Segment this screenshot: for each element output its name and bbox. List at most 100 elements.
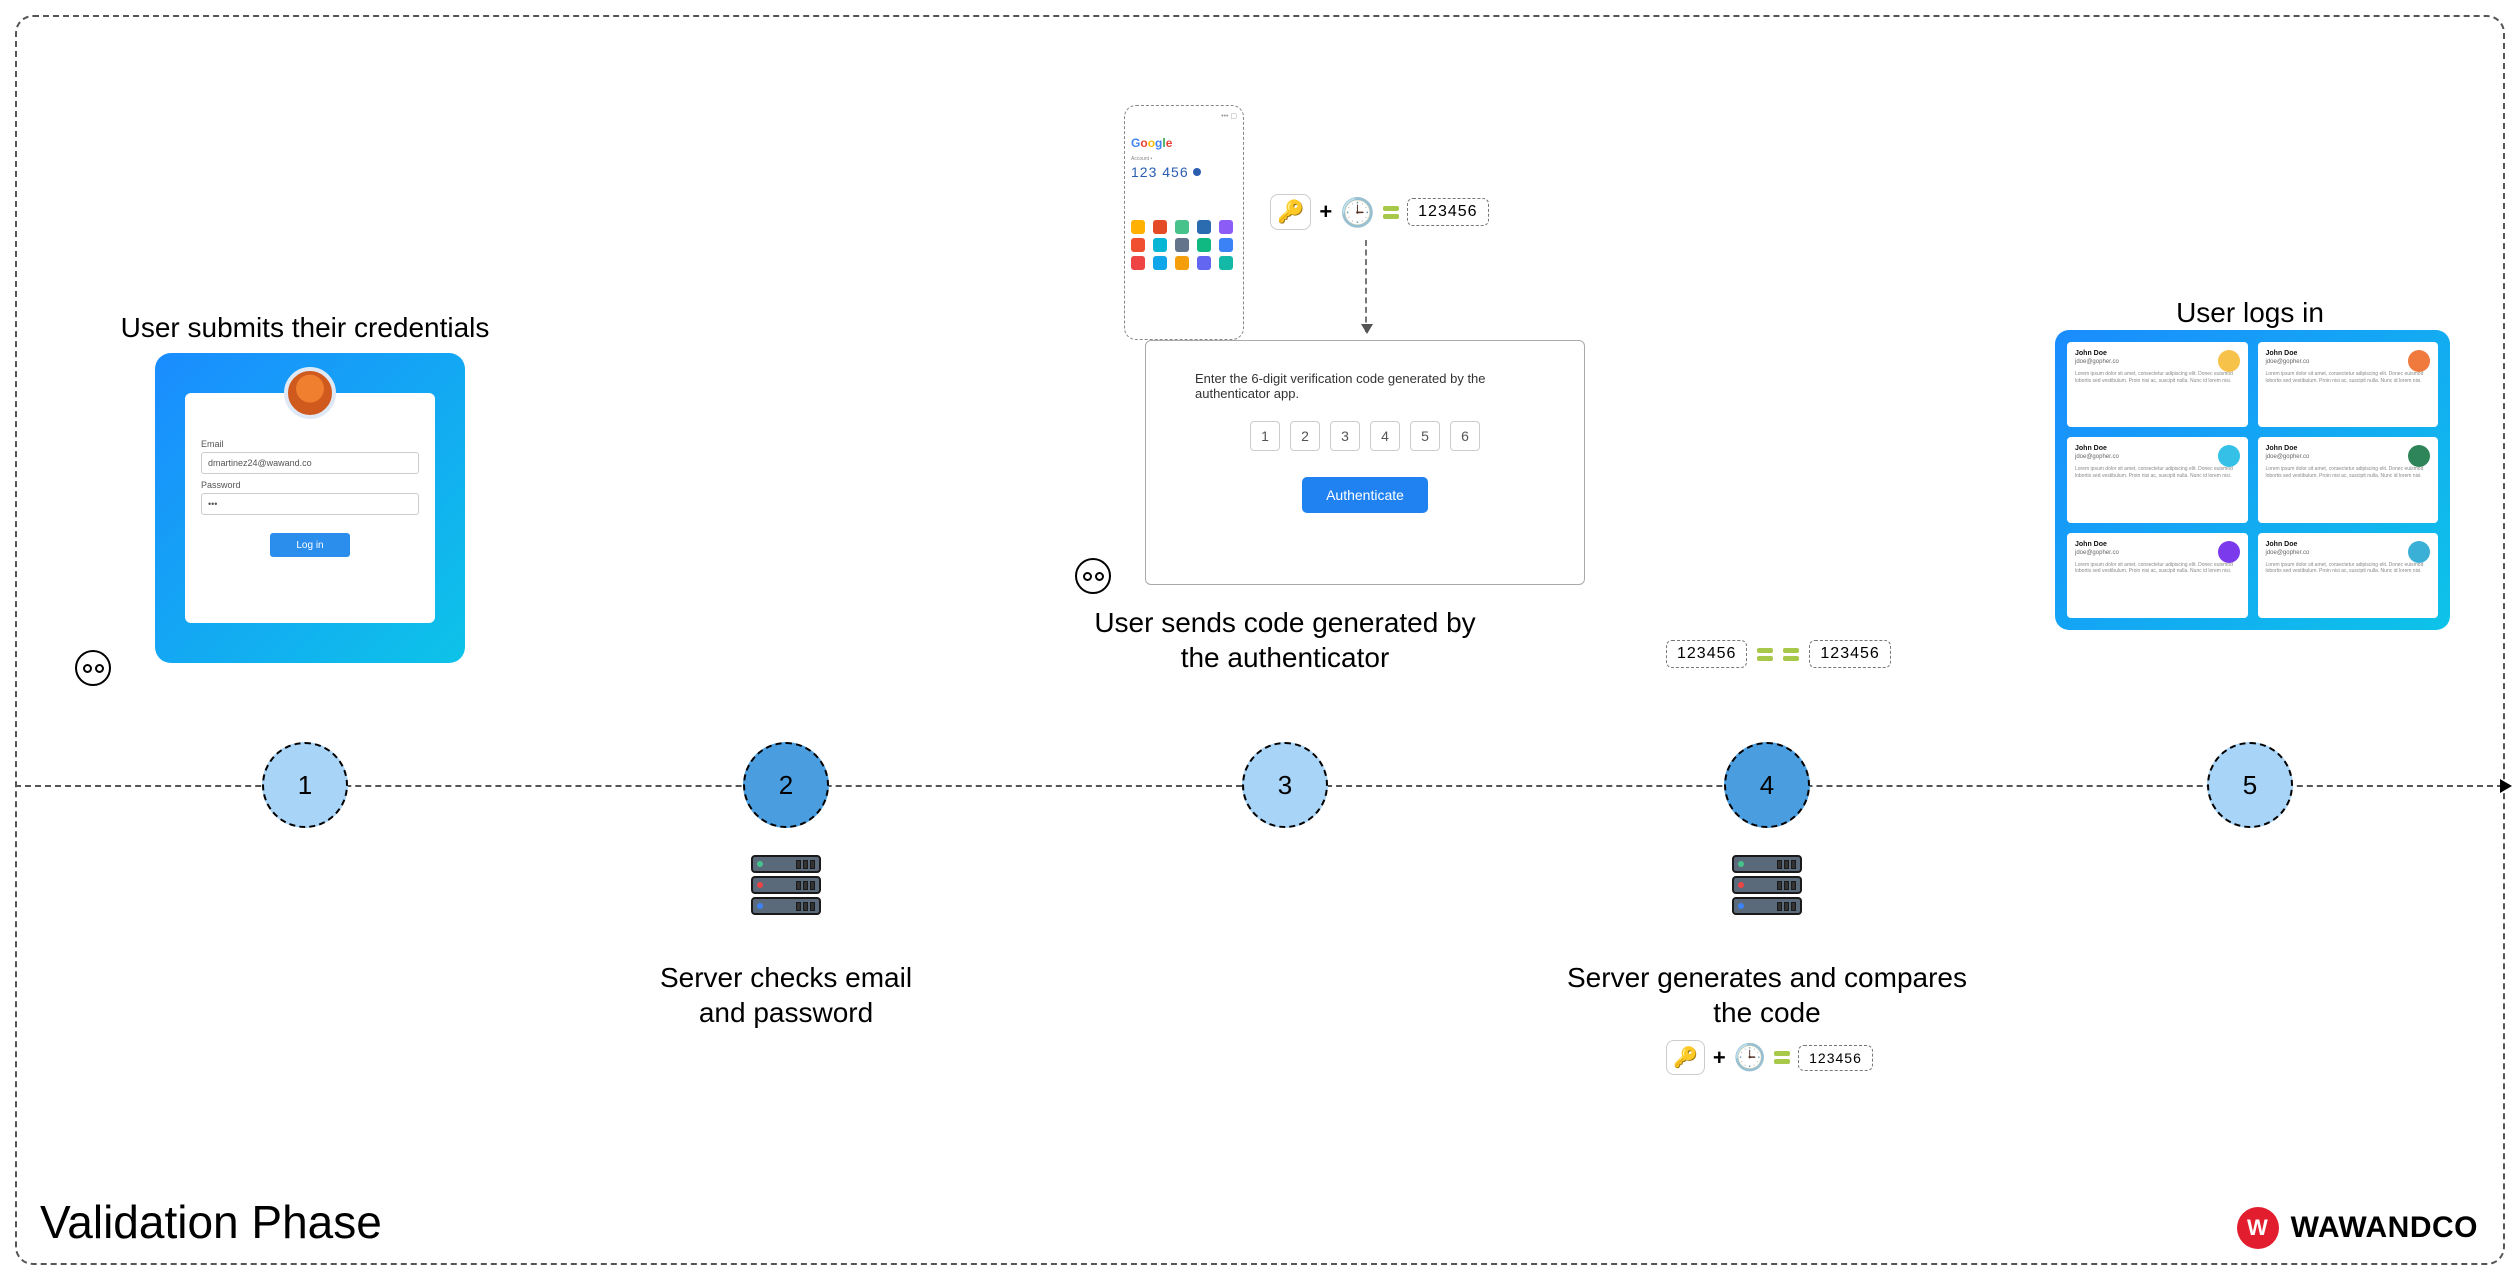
code-digit-input[interactable]: 3 bbox=[1330, 421, 1360, 451]
phone-app-icon bbox=[1175, 256, 1189, 270]
login-card: Email dmartinez24@wawand.co Password •••… bbox=[155, 353, 465, 663]
phone-app-icon bbox=[1153, 220, 1167, 234]
equals-icon bbox=[1783, 648, 1799, 661]
email-value: dmartinez24@wawand.co bbox=[208, 458, 312, 468]
phone-app-icon bbox=[1131, 256, 1145, 270]
eye-icon bbox=[1075, 558, 1111, 594]
email-field[interactable]: dmartinez24@wawand.co bbox=[201, 452, 419, 474]
phone-app-icon bbox=[1175, 220, 1189, 234]
generated-code: 123456 bbox=[1407, 198, 1488, 226]
card-avatar-icon bbox=[2408, 350, 2430, 372]
step-num: 5 bbox=[2243, 770, 2257, 801]
compare-left: 123456 bbox=[1666, 640, 1747, 668]
step5-label: User logs in bbox=[2176, 295, 2324, 330]
login-button[interactable]: Log in bbox=[270, 533, 350, 557]
step2-label: Server checks email and password bbox=[660, 960, 912, 1030]
dashboard: John Doe jdoe@gopher.co Lorem ipsum dolor … bbox=[2055, 330, 2450, 630]
phone-app-icon bbox=[1153, 256, 1167, 270]
code-inputs: 123456 bbox=[1172, 421, 1558, 451]
login-form: Email dmartinez24@wawand.co Password •••… bbox=[185, 393, 435, 623]
phone-app-icon bbox=[1197, 220, 1211, 234]
card-avatar-icon bbox=[2408, 445, 2430, 467]
password-field[interactable]: ••• bbox=[201, 493, 419, 515]
step-node-2: 2 bbox=[743, 742, 829, 828]
card-name: John Doe bbox=[2075, 445, 2240, 452]
equals-icon bbox=[1774, 1051, 1790, 1064]
plus-icon: + bbox=[1713, 1045, 1726, 1071]
card-text: Lorem ipsum dolor sit amet, consectetur … bbox=[2266, 562, 2431, 575]
phone-app-icon bbox=[1219, 256, 1233, 270]
otp-formula: 🔑 + 🕒 123456 bbox=[1270, 194, 1489, 230]
phase-title: Validation Phase bbox=[40, 1195, 382, 1249]
phone-app-icon bbox=[1153, 238, 1167, 252]
card-name: John Doe bbox=[2266, 350, 2431, 357]
phone-app-grid bbox=[1131, 220, 1237, 270]
phone-app-icon bbox=[1219, 238, 1233, 252]
dashboard-card: John Doejdoe@gopher.coLorem ipsum dolor … bbox=[2258, 533, 2439, 618]
otp-formula-server: 🔑 + 🕒 123456 bbox=[1666, 1040, 1873, 1075]
step4-label: Server generates and compares the code bbox=[1567, 960, 1967, 1030]
card-text: Lorem ipsum dolor sit amet, consectetur … bbox=[2075, 562, 2240, 575]
code-compare: 123456 123456 bbox=[1666, 640, 1891, 668]
card-name: John Doe bbox=[2075, 541, 2240, 548]
authenticator-phone: ••• ▢ Google Account • 123 456 bbox=[1124, 105, 1244, 340]
step-node-5: 5 bbox=[2207, 742, 2293, 828]
server-generated-code: 123456 bbox=[1798, 1045, 1873, 1071]
card-text: Lorem ipsum dolor sit amet, consectetur … bbox=[2075, 371, 2240, 384]
brand-name: WAWANDCO bbox=[2291, 1211, 2478, 1245]
card-name: John Doe bbox=[2075, 350, 2240, 357]
code-digit-input[interactable]: 5 bbox=[1410, 421, 1440, 451]
phone-otp-code: 123 456 bbox=[1131, 164, 1237, 180]
password-value: ••• bbox=[208, 499, 217, 509]
step3-label: User sends code generated by the authent… bbox=[1094, 605, 1475, 675]
card-email: jdoe@gopher.co bbox=[2075, 550, 2240, 556]
google-logo-icon: Google bbox=[1131, 136, 1237, 150]
verify-code-card: Enter the 6-digit verification code gene… bbox=[1145, 340, 1585, 585]
phone-statusbar: ••• ▢ bbox=[1131, 112, 1237, 122]
dashboard-card: John Doe jdoe@gopher.co Lorem ipsum dolor … bbox=[2067, 533, 2248, 618]
step-node-4: 4 bbox=[1724, 742, 1810, 828]
dashboard-card: John Doejdoe@gopher.coLorem ipsum dolor … bbox=[2258, 437, 2439, 522]
card-avatar-icon bbox=[2218, 350, 2240, 372]
step-num: 4 bbox=[1760, 770, 1774, 801]
card-email: jdoe@gopher.co bbox=[2266, 550, 2431, 556]
step1-label: User submits their credentials bbox=[121, 310, 490, 345]
timeline-arrow-icon bbox=[2500, 779, 2512, 793]
code-digit-input[interactable]: 6 bbox=[1450, 421, 1480, 451]
phone-app-icon bbox=[1131, 238, 1145, 252]
card-text: Lorem ipsum dolor sit amet, consectetur … bbox=[2266, 466, 2431, 479]
key-icon: 🔑 bbox=[1666, 1040, 1705, 1075]
card-avatar-icon bbox=[2408, 541, 2430, 563]
clock-icon: 🕒 bbox=[1734, 1042, 1766, 1073]
eye-icon bbox=[75, 650, 111, 686]
password-label: Password bbox=[201, 480, 419, 490]
server-icon bbox=[751, 855, 821, 915]
phone-app-icon bbox=[1197, 256, 1211, 270]
dashboard-card: John Doe jdoe@gopher.co Lorem ipsum dolor … bbox=[2067, 342, 2248, 427]
code-digit-input[interactable]: 1 bbox=[1250, 421, 1280, 451]
phone-app-icon bbox=[1197, 238, 1211, 252]
step-num: 2 bbox=[779, 770, 793, 801]
server-icon bbox=[1732, 855, 1802, 915]
compare-right: 123456 bbox=[1809, 640, 1890, 668]
step-node-1: 1 bbox=[262, 742, 348, 828]
plus-icon: + bbox=[1319, 199, 1332, 225]
step-node-3: 3 bbox=[1242, 742, 1328, 828]
card-text: Lorem ipsum dolor sit amet, consectetur … bbox=[2266, 371, 2431, 384]
key-icon: 🔑 bbox=[1270, 194, 1311, 230]
email-label: Email bbox=[201, 439, 419, 449]
authenticate-button[interactable]: Authenticate bbox=[1302, 477, 1428, 513]
dashboard-card: John Doe jdoe@gopher.co Lorem ipsum dolor … bbox=[2258, 342, 2439, 427]
clock-icon: 🕒 bbox=[1340, 196, 1375, 229]
card-email: jdoe@gopher.co bbox=[2266, 359, 2431, 365]
code-digit-input[interactable]: 4 bbox=[1370, 421, 1400, 451]
equals-icon bbox=[1757, 648, 1773, 661]
dashboard-card: John Doejdoe@gopher.coLorem ipsum dolor … bbox=[2067, 437, 2248, 522]
step-num: 1 bbox=[298, 770, 312, 801]
phone-subtext: Account • bbox=[1131, 156, 1237, 162]
code-digit-input[interactable]: 2 bbox=[1290, 421, 1320, 451]
verify-message: Enter the 6-digit verification code gene… bbox=[1195, 371, 1535, 401]
card-email: jdoe@gopher.co bbox=[2075, 454, 2240, 460]
arrow-down-icon bbox=[1365, 240, 1367, 332]
card-email: jdoe@gopher.co bbox=[2075, 359, 2240, 365]
